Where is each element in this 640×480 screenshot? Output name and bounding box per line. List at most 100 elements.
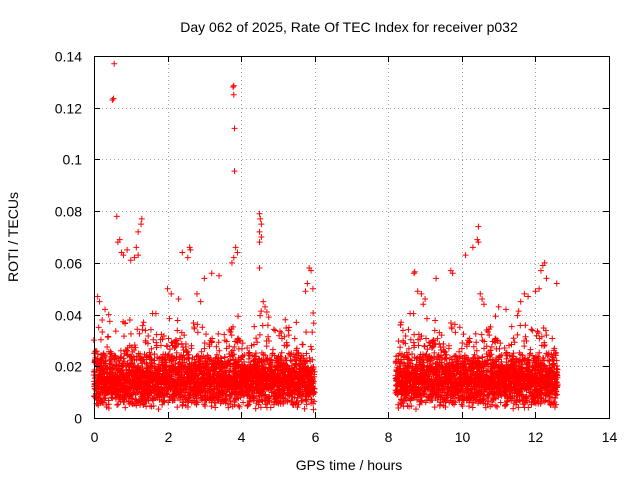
data-point — [95, 324, 102, 331]
data-point — [134, 326, 141, 333]
data-point — [264, 322, 271, 329]
data-point — [497, 399, 504, 406]
data-point — [172, 360, 179, 367]
data-point — [250, 341, 257, 348]
data-point — [494, 403, 501, 410]
data-point — [126, 317, 133, 324]
data-point — [174, 404, 181, 411]
data-point — [227, 328, 234, 335]
data-point — [246, 349, 253, 356]
data-point — [510, 405, 517, 412]
data-point — [409, 351, 416, 358]
data-point — [191, 325, 198, 332]
data-point — [148, 345, 155, 352]
data-point — [194, 329, 201, 336]
data-point — [95, 402, 102, 409]
data-point — [213, 343, 220, 350]
data-point — [201, 339, 208, 346]
data-point — [536, 349, 543, 356]
data-point — [227, 393, 234, 400]
data-point — [303, 329, 310, 336]
data-point — [151, 357, 158, 364]
data-point — [129, 395, 136, 402]
data-point — [527, 346, 534, 353]
data-point — [517, 322, 524, 329]
data-point — [103, 353, 110, 360]
data-point — [117, 347, 124, 354]
data-point — [399, 327, 406, 334]
data-point — [238, 345, 245, 352]
data-point — [105, 405, 112, 412]
data-point — [265, 333, 272, 340]
data-point — [515, 308, 522, 315]
data-point — [492, 402, 499, 409]
data-point — [522, 333, 529, 340]
data-point — [202, 403, 209, 410]
data-point — [452, 329, 459, 336]
data-point — [173, 337, 180, 344]
data-point — [514, 331, 521, 338]
data-point — [104, 344, 111, 351]
data-point — [225, 404, 232, 411]
data-point — [99, 329, 106, 336]
data-point — [447, 320, 454, 327]
data-point — [152, 310, 159, 317]
data-point — [104, 364, 111, 371]
data-point — [121, 333, 128, 340]
data-point — [310, 309, 317, 316]
grid-layer — [94, 56, 609, 418]
data-point — [472, 330, 479, 337]
data-point — [270, 326, 277, 333]
data-point — [432, 317, 439, 324]
data-point — [155, 406, 162, 413]
data-point — [190, 320, 197, 327]
data-point — [231, 343, 238, 350]
data-point — [397, 344, 404, 351]
data-point — [159, 336, 166, 343]
data-point — [198, 395, 205, 402]
data-point — [257, 404, 264, 411]
data-point — [245, 359, 252, 366]
data-point — [171, 396, 178, 403]
data-point — [139, 322, 146, 329]
data-point — [230, 323, 237, 330]
data-point — [310, 320, 317, 327]
data-point — [244, 344, 251, 351]
data-point — [194, 321, 201, 328]
data-point — [410, 310, 417, 317]
data-point — [142, 327, 149, 334]
data-point — [460, 331, 467, 338]
data-point — [185, 355, 192, 362]
data-point — [184, 404, 191, 411]
data-point — [299, 341, 306, 348]
data-point — [112, 328, 119, 335]
data-point — [140, 319, 147, 326]
data-point — [122, 320, 129, 327]
data-point — [194, 399, 201, 406]
data-point — [451, 321, 458, 328]
data-point — [253, 335, 260, 342]
data-point — [181, 332, 188, 339]
data-point — [522, 322, 529, 329]
data-point — [413, 406, 420, 413]
data-point — [122, 404, 129, 411]
data-point — [209, 335, 216, 342]
data-point — [166, 315, 173, 322]
data-point — [166, 346, 173, 353]
data-point — [117, 354, 124, 361]
data-point — [193, 398, 200, 405]
data-point — [144, 340, 151, 347]
chart-title: Day 062 of 2025, Rate Of TEC Index for r… — [180, 19, 518, 35]
data-point — [272, 327, 279, 334]
data-point — [307, 343, 314, 350]
data-point — [174, 317, 181, 324]
data-point — [161, 397, 168, 404]
data-point — [90, 337, 97, 344]
data-point — [259, 322, 266, 329]
data-point — [231, 351, 238, 358]
data-point — [223, 397, 230, 404]
data-point — [510, 335, 517, 342]
data-point — [226, 368, 233, 375]
data-point — [252, 405, 259, 412]
